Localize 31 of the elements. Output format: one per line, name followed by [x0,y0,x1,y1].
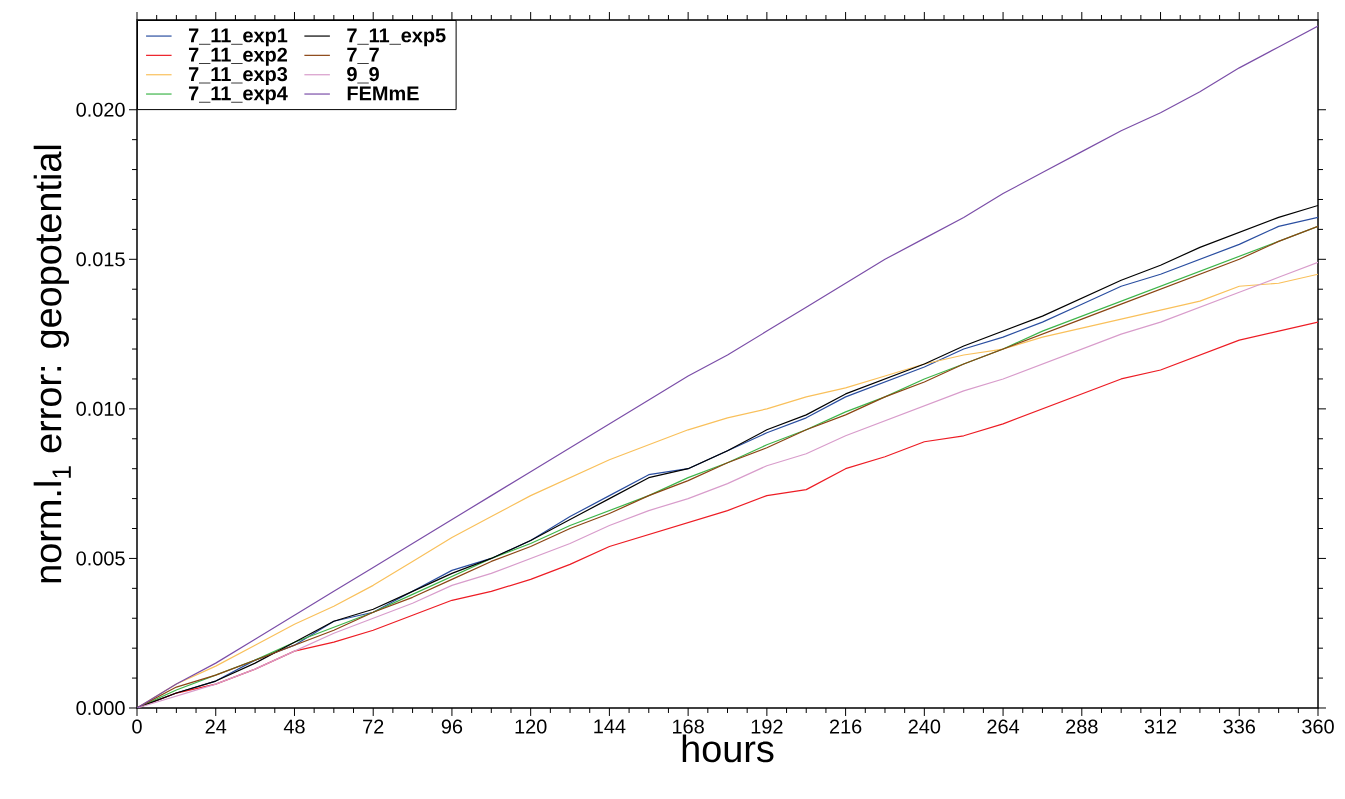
x-tick-label: 24 [205,719,227,734]
legend-label: 7_11_exp2 [188,47,288,66]
x-tick-label: 288 [1066,719,1098,734]
x-tick-label: 360 [1302,719,1334,734]
y-tick-label: 0.005 [76,551,125,566]
x-tick-label: 168 [673,719,704,734]
x-tick-label: 48 [283,719,305,734]
x-tick-label: 192 [751,719,783,734]
x-tick-label: 144 [594,719,626,734]
legend-label: FEMmE [347,86,419,101]
y-tick-label: 0.010 [76,401,125,416]
y-tick-label: 0.015 [76,252,125,267]
x-tick-label: 96 [441,719,463,734]
legend-label: 7_11_exp1 [188,28,288,47]
legend-label: 7_11_exp3 [188,67,288,86]
y-tick-label: 0.020 [76,102,125,117]
x-tick-label: 264 [987,719,1020,734]
legend-label: 7_11_exp4 [188,86,288,105]
x-tick-label: 336 [1223,719,1256,734]
x-tick-label: 0 [132,719,142,734]
legend-label: 7_11_exp5 [347,28,446,47]
x-tick-label: 240 [908,719,941,734]
y-tick-label: 0.000 [76,700,125,716]
x-tick-label: 120 [515,719,547,734]
legend-label: 7_7 [347,47,379,64]
legend-label: 9_9 [347,67,379,84]
x-tick-label: 312 [1144,719,1177,734]
y-axis-title: norm.l$_{1}$ error: geopotential [33,145,71,583]
x-axis-title: hours [682,734,774,763]
x-tick-label: 216 [829,719,862,734]
x-tick-label: 72 [363,719,384,734]
